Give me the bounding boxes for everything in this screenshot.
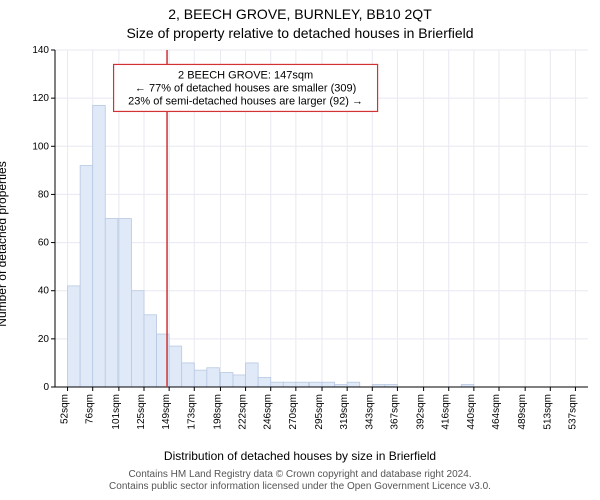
histogram-bar (194, 370, 207, 387)
histogram-bar (220, 372, 233, 386)
histogram-bar (258, 377, 271, 387)
svg-text:80: 80 (38, 189, 50, 200)
histogram-bar (169, 346, 182, 387)
legend-line: ← 77% of detached houses are smaller (30… (135, 82, 356, 94)
svg-text:40: 40 (38, 285, 50, 296)
footer-line-2: Contains public sector information licen… (0, 481, 600, 494)
svg-text:295sqm: 295sqm (314, 394, 325, 430)
svg-text:513sqm: 513sqm (542, 394, 553, 430)
legend-line: 23% of semi-detached houses are larger (… (128, 95, 363, 107)
svg-text:76sqm: 76sqm (85, 394, 96, 424)
footer-line-1: Contains HM Land Registry data © Crown c… (0, 469, 600, 482)
svg-text:198sqm: 198sqm (212, 394, 223, 430)
svg-text:101sqm: 101sqm (111, 394, 122, 430)
svg-text:416sqm: 416sqm (441, 394, 452, 430)
histogram-bar (322, 382, 335, 387)
footer-attribution: Contains HM Land Registry data © Crown c… (0, 463, 600, 494)
histogram-bar (271, 382, 284, 387)
svg-text:149sqm: 149sqm (161, 394, 172, 430)
histogram-bar (182, 363, 195, 387)
svg-text:173sqm: 173sqm (186, 394, 197, 430)
histogram-bar (131, 290, 144, 386)
histogram-bar (144, 314, 157, 386)
svg-text:537sqm: 537sqm (567, 394, 578, 430)
svg-text:270sqm: 270sqm (288, 394, 299, 430)
y-axis-label: Number of detached properties (2, 244, 167, 258)
svg-text:489sqm: 489sqm (517, 394, 528, 430)
x-axis-label: Distribution of detached houses by size … (0, 447, 600, 463)
svg-text:100: 100 (32, 141, 49, 152)
svg-text:464sqm: 464sqm (491, 394, 502, 430)
histogram-bar (309, 382, 322, 387)
histogram-bar (233, 375, 246, 387)
histogram-bar (296, 382, 309, 387)
page-subtitle: Size of property relative to detached ho… (0, 23, 600, 42)
histogram-bar (347, 382, 360, 387)
svg-text:319sqm: 319sqm (339, 394, 350, 430)
histogram-bar (80, 165, 93, 386)
svg-text:52sqm: 52sqm (60, 394, 71, 424)
svg-text:367sqm: 367sqm (389, 394, 400, 430)
svg-text:222sqm: 222sqm (238, 394, 249, 430)
svg-text:246sqm: 246sqm (263, 394, 274, 430)
histogram-bar (246, 363, 259, 387)
svg-text:343sqm: 343sqm (364, 394, 375, 430)
legend-line: 2 BEECH GROVE: 147sqm (178, 69, 313, 81)
svg-text:120: 120 (32, 93, 49, 104)
svg-text:20: 20 (38, 333, 50, 344)
svg-text:440sqm: 440sqm (466, 394, 477, 430)
svg-text:0: 0 (43, 382, 49, 393)
histogram-bar (207, 367, 220, 386)
svg-text:392sqm: 392sqm (416, 394, 427, 430)
svg-text:140: 140 (32, 45, 49, 56)
chart-container: Number of detached properties 0204060801… (0, 42, 600, 447)
page-title: 2, BEECH GROVE, BURNLEY, BB10 2QT (0, 0, 600, 23)
histogram-bar (283, 382, 296, 387)
histogram-bar (68, 285, 81, 386)
svg-text:125sqm: 125sqm (136, 394, 147, 430)
